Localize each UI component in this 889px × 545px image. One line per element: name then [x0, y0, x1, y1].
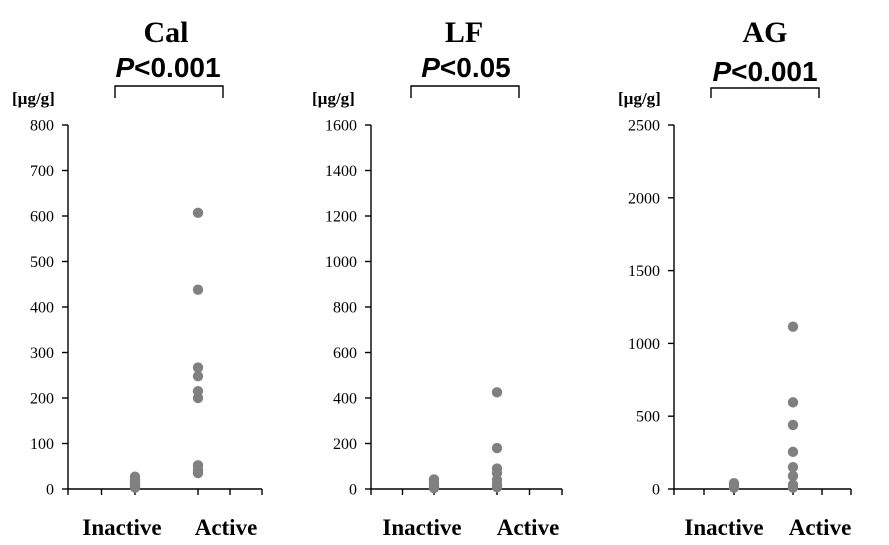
- data-point-active: [192, 284, 204, 295]
- panel-title: Cal: [144, 16, 189, 49]
- y-tick-label: 600: [30, 209, 54, 226]
- y-tick-label: 1000: [628, 336, 660, 353]
- data-point-active: [192, 370, 204, 382]
- data-point-active: [192, 207, 204, 219]
- panel-cal: Cal P<0.001 [µg/g] 0 100 200 300 400 500 600 70…: [12, 16, 263, 540]
- y-tick-label: 200: [30, 391, 54, 408]
- significance-bracket: [114, 85, 224, 98]
- significance-bracket: [710, 87, 820, 98]
- data-point-active: [787, 397, 799, 408]
- significance-bracket: [410, 85, 520, 98]
- y-tick-label: 100: [30, 436, 54, 453]
- y-tick-label: 1200: [325, 209, 357, 226]
- y-tick-label: 800: [30, 118, 54, 135]
- data-point-active: [491, 387, 503, 398]
- y-unit-label: [µg/g]: [618, 89, 661, 108]
- category-label-inactive: Inactive: [382, 515, 461, 540]
- category-label-inactive: Inactive: [684, 515, 763, 540]
- data-point-active: [787, 446, 799, 458]
- data-point-active: [192, 467, 204, 479]
- p-value-annotation: P<0.001: [712, 56, 817, 87]
- category-label-active: Active: [195, 515, 258, 540]
- category-label-active: Active: [497, 515, 560, 540]
- data-point-active: [787, 321, 799, 332]
- p-value-annotation: P<0.05: [421, 52, 511, 83]
- data-point-inactive: [129, 482, 141, 493]
- category-label-inactive: Inactive: [82, 515, 161, 540]
- panel-lf: LF P<0.05 [µg/g] 0 200 400 600 800 1000 1200 14…: [312, 16, 563, 540]
- y-tick-label: 0: [46, 482, 54, 499]
- data-point-active: [787, 419, 799, 431]
- y-tick-label: 700: [30, 163, 54, 180]
- y-tick-label: 300: [30, 345, 54, 362]
- data-point-inactive: [428, 482, 440, 494]
- data-point-active: [787, 470, 799, 482]
- p-rest: <0.001: [134, 52, 220, 83]
- y-tick-label: 0: [349, 482, 357, 499]
- panel-ag: AG P<0.001 [µg/g] 0 500 1000 1500 2000 2500 I…: [618, 16, 852, 540]
- p-italic: P: [712, 56, 731, 87]
- plot-area: 0 500 1000 1500 2000 2500: [628, 118, 852, 499]
- y-tick-label: 2000: [628, 190, 660, 207]
- panel-title: AG: [743, 16, 788, 49]
- data-point-active: [787, 482, 799, 493]
- p-rest: <0.001: [731, 56, 817, 87]
- y-tick-label: 800: [333, 300, 357, 317]
- y-tick-label: 1500: [628, 263, 660, 280]
- plot-area: 0 200 400 600 800 1000 1200 1400 1600: [325, 118, 563, 499]
- data-point-active: [491, 481, 503, 493]
- data-point-active: [787, 461, 799, 473]
- y-tick-label: 500: [30, 254, 54, 271]
- data-point-active: [192, 362, 204, 373]
- data-point-active: [192, 392, 204, 404]
- p-value-annotation: P<0.001: [115, 52, 220, 83]
- p-rest: <0.05: [440, 52, 511, 83]
- data-point-active: [491, 442, 503, 454]
- y-tick-label: 1000: [325, 254, 357, 271]
- p-italic: P: [421, 52, 440, 83]
- y-tick-label: 1400: [325, 163, 357, 180]
- plot-area: 0 100 200 300 400 500 600 700 800: [30, 118, 263, 499]
- y-tick-label: 600: [333, 345, 357, 362]
- data-point-inactive: [728, 482, 740, 493]
- y-tick-label: 1600: [325, 118, 357, 135]
- y-tick-label: 200: [333, 436, 357, 453]
- panel-title: LF: [445, 16, 483, 49]
- y-tick-label: 400: [30, 300, 54, 317]
- y-tick-label: 0: [652, 482, 660, 499]
- p-italic: P: [115, 52, 134, 83]
- y-tick-label: 500: [636, 409, 660, 426]
- category-label-active: Active: [789, 515, 852, 540]
- y-tick-label: 2500: [628, 118, 660, 135]
- y-tick-label: 400: [333, 391, 357, 408]
- y-unit-label: [µg/g]: [12, 89, 55, 108]
- y-unit-label: [µg/g]: [312, 89, 355, 108]
